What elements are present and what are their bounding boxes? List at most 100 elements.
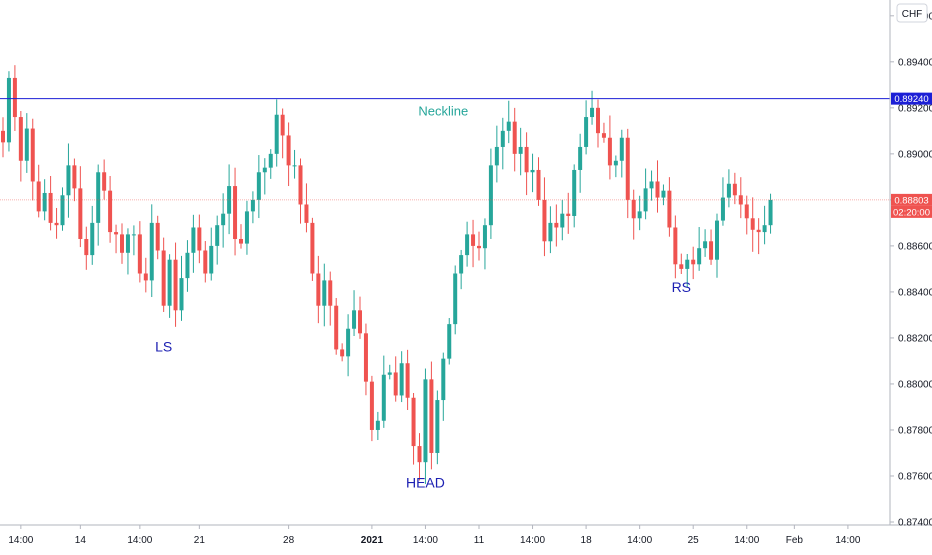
y-tick-label: 0.87600	[898, 471, 932, 482]
candle-body	[102, 172, 107, 191]
candle-body	[703, 241, 708, 249]
currency-button[interactable]: CHF	[896, 3, 928, 23]
candle-body	[346, 328, 351, 357]
candle-body	[720, 197, 725, 221]
candle-body	[596, 107, 600, 134]
candle-body	[459, 255, 464, 274]
candle-body	[697, 248, 702, 265]
candle	[239, 224, 243, 249]
candle	[637, 195, 642, 231]
candle	[6, 71, 11, 152]
candle	[30, 118, 35, 201]
candle-body	[310, 222, 315, 274]
candle	[215, 215, 220, 265]
candle-body	[655, 181, 660, 198]
candle-body	[411, 397, 416, 447]
candle	[203, 241, 208, 283]
candle-body	[286, 135, 291, 166]
candle-body	[762, 225, 767, 233]
candle-body	[48, 192, 53, 223]
candle-body	[471, 234, 476, 246]
countdown-tag-bg	[891, 205, 932, 218]
candle-body	[685, 259, 690, 269]
candle	[482, 218, 487, 270]
candle	[453, 265, 458, 335]
candle-body	[197, 227, 202, 251]
candle	[691, 246, 696, 280]
candle-body	[500, 130, 505, 147]
candle	[542, 177, 547, 257]
x-tick-label: Feb	[786, 535, 804, 546]
candle	[715, 213, 719, 278]
candle	[24, 113, 29, 173]
candle	[66, 143, 71, 218]
candle	[613, 155, 618, 178]
candle-body	[417, 446, 422, 463]
candle	[411, 392, 416, 465]
candle-body	[42, 192, 47, 212]
pattern-label[interactable]: RS	[672, 279, 691, 295]
candle	[607, 115, 612, 180]
candle	[12, 65, 17, 131]
candle-body	[280, 114, 285, 136]
neckline-label[interactable]: Neckline	[418, 104, 468, 119]
candle-body	[173, 259, 178, 311]
candle-body	[221, 213, 226, 226]
candle-body	[661, 190, 666, 198]
candle-body	[429, 379, 434, 453]
candle	[137, 221, 142, 283]
candle	[750, 197, 755, 252]
candle-body	[363, 333, 368, 382]
candle-body	[566, 213, 571, 216]
candle-body	[488, 165, 493, 226]
x-tick-label: 14:00	[835, 535, 860, 546]
candle	[393, 356, 398, 402]
candle	[768, 193, 773, 234]
candle-body	[125, 234, 130, 253]
candle	[131, 225, 136, 256]
candle	[310, 217, 315, 281]
candle	[209, 227, 214, 281]
candle-body	[274, 114, 279, 154]
candle	[167, 254, 172, 318]
candle	[18, 110, 23, 182]
candle-body	[542, 199, 547, 242]
candle	[84, 226, 89, 270]
candle-body	[613, 160, 618, 166]
candle	[102, 159, 107, 200]
candle-body	[298, 165, 303, 205]
countdown-tag-text: 02:20:00	[893, 207, 930, 218]
pattern-label[interactable]: HEAD	[406, 474, 445, 490]
candle	[286, 122, 291, 187]
currency-label: CHF	[902, 9, 923, 20]
candle-body	[316, 273, 321, 306]
pattern-label[interactable]: LS	[155, 339, 172, 355]
candle	[334, 298, 339, 355]
candle	[363, 323, 368, 396]
candle-body	[233, 186, 238, 239]
candle-body	[108, 190, 113, 233]
candle-body	[423, 379, 428, 463]
candle-body	[191, 227, 196, 253]
candle	[244, 200, 249, 255]
candle-body	[536, 169, 541, 200]
candle	[60, 187, 65, 231]
candle-body	[667, 190, 672, 228]
x-tick-label: 21	[194, 535, 206, 546]
candle	[506, 100, 511, 144]
candle	[417, 433, 422, 481]
candle-body	[750, 218, 755, 230]
candle	[465, 221, 470, 267]
candle	[471, 219, 476, 268]
x-tick-label: 14:00	[127, 535, 152, 546]
candle-body	[709, 241, 714, 260]
candle	[114, 224, 119, 254]
candle	[726, 169, 731, 208]
candle-body	[12, 77, 17, 118]
candle	[185, 240, 190, 292]
candle	[352, 290, 357, 337]
candle	[36, 164, 41, 218]
last-price-tag: 0.88803	[891, 193, 932, 206]
